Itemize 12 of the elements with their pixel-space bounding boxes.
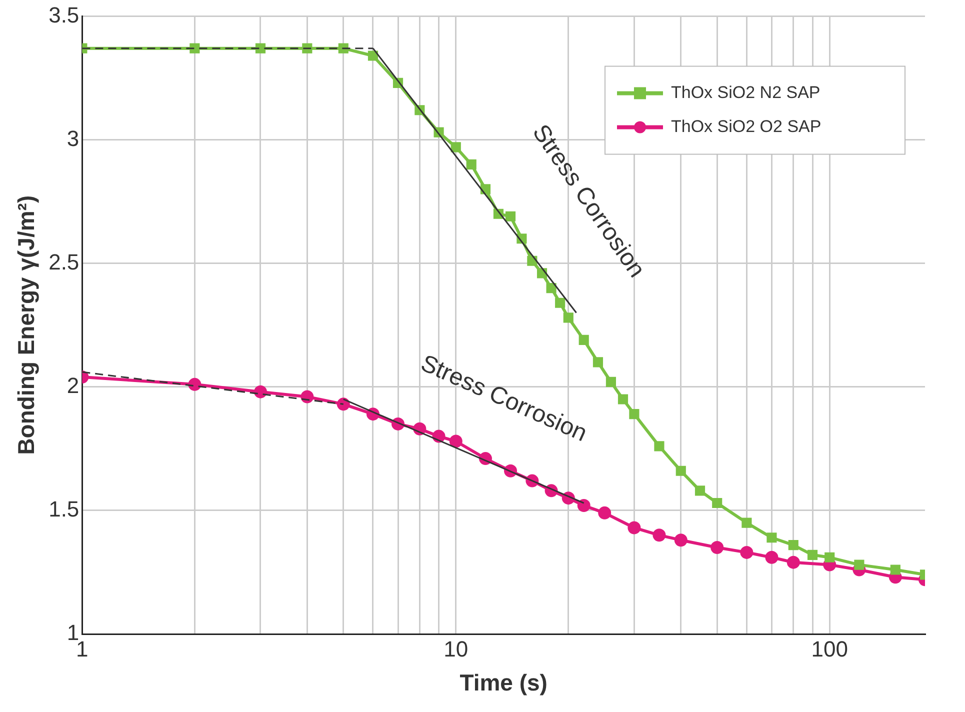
x-tick-label: 10	[444, 636, 468, 662]
y-tick-label: 3.5	[48, 2, 80, 28]
y-axis-title: Bonding Energy γ(J/m²)	[13, 195, 40, 455]
y-tick-label: 3	[66, 126, 80, 151]
y-tick-label: 2.5	[48, 249, 80, 274]
y-tick-label: 1	[66, 620, 80, 646]
legend-label: ThOx SiO2 N2 SAP	[671, 82, 820, 102]
x-axis-title: Time (s)	[460, 670, 548, 696]
x-tick-label: 100	[811, 636, 848, 662]
y-tick-label: 2	[66, 372, 80, 398]
legend-label: ThOx SiO2 O2 SAP	[671, 116, 822, 136]
y-tick-label: 1.5	[48, 496, 80, 522]
